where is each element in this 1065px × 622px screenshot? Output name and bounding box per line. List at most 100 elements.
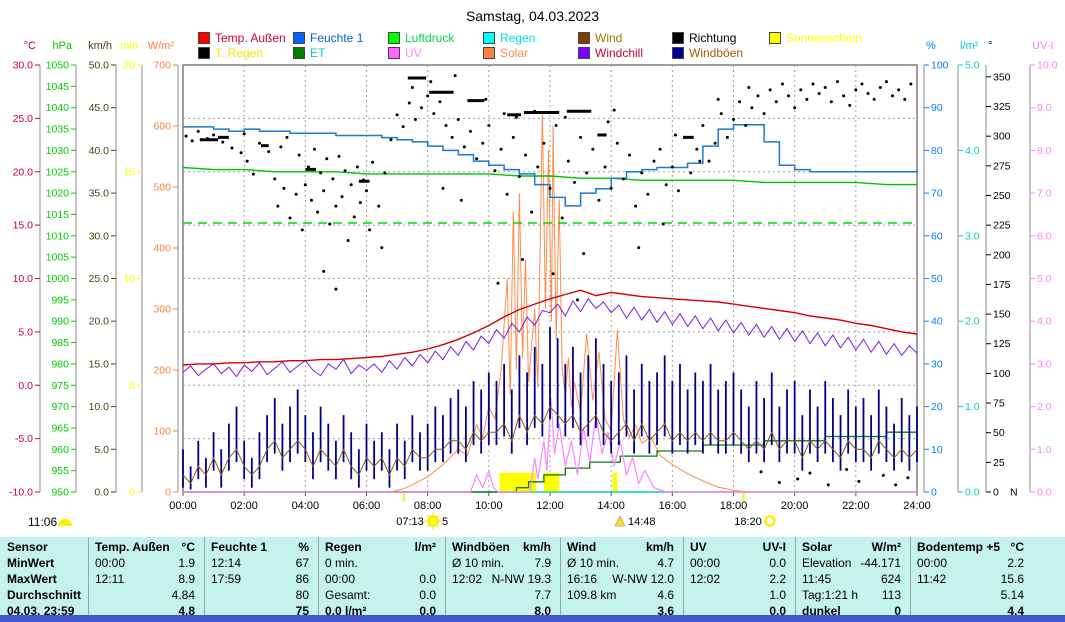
x-tick-label: 08:00 [414,500,442,512]
axis-tick-label: 995 [51,294,69,306]
series-direction-dot [551,272,555,276]
series-direction-dot [493,169,497,173]
series-direction-dot [273,177,277,181]
legend-item-windchill: Windchill [578,46,643,60]
series-direction-dot [190,139,194,143]
legend-item-t-regen: T. Regen [198,46,263,60]
cell-text: 12:11 [95,572,125,586]
series-direction-dot [429,80,433,84]
axis-tick-label: 0.0 [18,380,33,392]
series-humidity-line [183,124,918,207]
series-direction-dot [768,88,772,92]
series-direction-dot [328,222,332,226]
series-direction-dot [894,483,898,487]
table-separator [88,537,89,615]
cell-value: 4.6 [657,588,674,602]
cell-value: 3.6 [657,604,674,618]
series-direction-dot [355,165,359,169]
wind-swatch-icon [578,31,590,44]
series-direction-dot [319,171,323,175]
series-direction-dot [306,165,310,169]
series-direction-dot [652,159,656,163]
series-direction-dot [857,479,861,483]
series-direction-dot [239,151,243,155]
axis-tick-label: 0.0 [94,487,109,499]
series-direction-dot [380,246,384,250]
legend-label: Wind [595,30,623,45]
series-direction-dot [484,97,488,101]
axis-tick-label: 955 [51,465,69,477]
legend-label: UV [405,45,422,60]
cell-text: 00:00 [917,556,948,570]
series-direction-dot [401,125,405,129]
cell-text: Feuchte 1 [211,540,268,554]
series-direction-dot [719,112,723,116]
series-direction-dot [322,269,326,273]
cell-value: 2.2 [1007,556,1024,570]
series-direction-dot [548,186,552,190]
series-direction-dot [774,100,778,104]
table-cell-wind: 109.8 km 4.6 [567,587,674,603]
axis-tick-label: 1035 [46,124,70,136]
series-direction-dot [563,115,567,119]
axis-tick-label: 970 [51,401,69,413]
series-direction-dot [634,204,638,208]
axis-tick-label: 80 [931,145,943,157]
cell-text: 00:00 [325,572,356,586]
cell-text: Sensor [7,540,48,554]
series-direction-dot [664,183,668,187]
series-direction-dot [288,216,292,220]
legend-item-solar: Solar [483,46,528,60]
series-direction-dot [777,481,781,485]
series-direction-dot [282,186,286,190]
table-header-feuchte-1: Feuchte 1% [211,539,309,555]
axis-tick-label: 1030 [46,145,70,157]
sunset-circle-icon [764,515,776,527]
series-direction-dot [352,215,356,219]
series-direction-dot [823,86,827,90]
series-direction-dot [670,165,674,169]
table-separator [445,537,446,615]
series-direction-dot [835,80,839,84]
series-direction-dot [349,183,353,187]
legend-label: Luftdruck [405,30,455,45]
axis-tick-label: 50 [993,427,1005,439]
axis-tick-label: 980 [51,358,69,370]
axis-tick-label: 5.0 [1037,273,1052,285]
cell-value: -44.171 [860,556,901,570]
axis-tick-label: 70 [931,188,943,200]
series-direction-dot [456,118,460,122]
axis-tick-label: 975 [51,380,69,392]
axis-tick-label: 0.0 [965,487,980,499]
arrow-up-icon [614,514,626,527]
x-tick-label: 22:00 [842,500,870,512]
cell-value: 4.8 [178,604,195,618]
cell-text: 16:16 [567,572,598,586]
axis-unit-lm2: l/m² [960,40,979,52]
series-direction-dot [212,133,216,137]
bottom-left-time-label: 11:06 [28,515,57,529]
table-cell-feuchte-1: 75 [211,603,309,619]
table-cell-bodentemp: 11:42 15.6 [917,571,1024,587]
table-row-label: Durchschnitt [7,587,81,603]
cell-value: 5.14 [1000,588,1024,602]
axis-tick-label: 40 [931,316,943,328]
series-direction-dot [689,171,693,175]
series-direction-dot [487,123,491,127]
x-tick-label: 14:00 [597,500,625,512]
sun-ray [426,514,430,518]
sensor-summary-table: Sensor MinWert MaxWert Durchschnitt 04.03. 2… [0,537,1065,618]
table-column-bodentemp: Bodentemp +5 °C 00:00 2.2 11:42 15.6 5.14 4.4 [917,539,1024,619]
axis-tick-label: 10.0 [13,273,34,285]
cell-value: 86 [295,572,309,586]
table-header-bodentemp: Bodentemp +5 °C [917,539,1024,555]
series-direction-dot [257,141,261,145]
axis-tick-label: 985 [51,337,69,349]
series-direction-dot [780,82,784,86]
weather-chart: °C -10.0 -5.0 0.0 5.0 10.0 15.0 20.0 25.0 30.0 hPa… [9,40,1058,530]
x-tick-label: 02:00 [230,500,258,512]
table-cell-regen: 00:00 0.0 [325,571,436,587]
axis-tick-label: 4.0 [965,145,980,157]
table-cell-wind: 16:16 W-NW 12.0 [567,571,674,587]
axis-tick-label: 10.0 [1037,60,1058,72]
